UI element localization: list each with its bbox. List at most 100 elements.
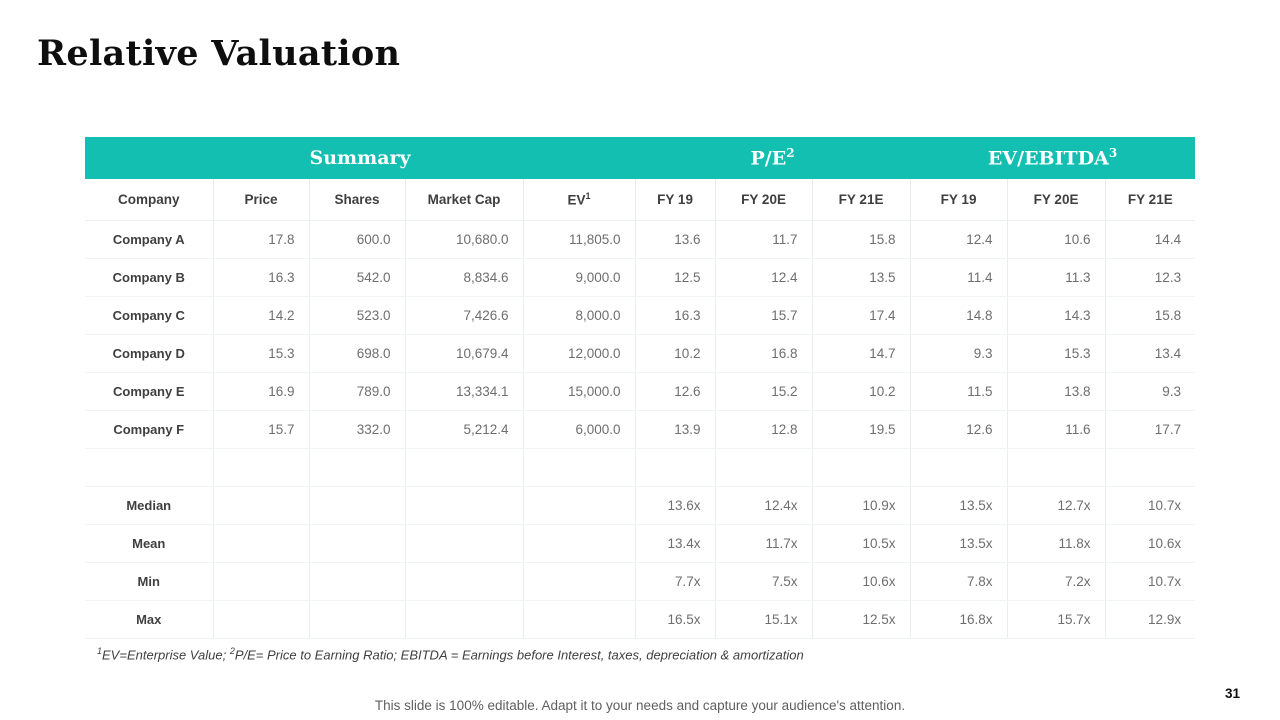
cell-value: 12.3 (1105, 258, 1196, 297)
cell-value: 7.7x (635, 562, 716, 601)
cell-value: 19.5 (812, 410, 911, 449)
cell-value (309, 486, 406, 525)
cell-value: 8,000.0 (523, 296, 636, 335)
cell-value (213, 448, 310, 487)
cell-value: 14.4 (1105, 220, 1196, 259)
cell-value: 13.6 (635, 220, 716, 259)
cell-value: 11.6 (1007, 410, 1106, 449)
column-header: FY 21E (812, 179, 911, 221)
table-group-header-row: Summary P/E2 EV/EBITDA3 (85, 137, 1196, 179)
cell-value (309, 562, 406, 601)
cell-value: 523.0 (309, 296, 406, 335)
cell-value: 17.7 (1105, 410, 1196, 449)
footnote-sup-1: 1 (97, 646, 103, 656)
footnote-sup-2: 2 (229, 646, 235, 656)
cell-value (405, 448, 524, 487)
cell-value: 11.3 (1007, 258, 1106, 297)
group-header: P/E2 (635, 137, 911, 179)
column-header: FY 20E (1007, 179, 1106, 221)
cell-value: 12,000.0 (523, 334, 636, 373)
row-label: Company A (85, 220, 214, 259)
cell-value: 12.5x (812, 600, 911, 639)
table-row: Mean 13.4x 11.7x 10.5x 13.5x 11.8x 10.6x (85, 524, 1196, 563)
cell-value: 14.7 (812, 334, 911, 373)
table-body: Company A 17.8 600.0 10,680.0 11,805.0 13.6 11… (85, 220, 1196, 639)
cell-value (309, 448, 406, 487)
cell-value: 13.4 (1105, 334, 1196, 373)
cell-value: 9.3 (910, 334, 1008, 373)
cell-value: 542.0 (309, 258, 406, 297)
cell-value: 16.5x (635, 600, 716, 639)
cell-value (523, 486, 636, 525)
row-label: Company C (85, 296, 214, 335)
cell-value: 12.6 (910, 410, 1008, 449)
cell-value: 789.0 (309, 372, 406, 411)
column-header: Market Cap (405, 179, 524, 221)
cell-value (523, 600, 636, 639)
row-label: Median (85, 486, 214, 525)
cell-value: 698.0 (309, 334, 406, 373)
table-row: Company D 15.3 698.0 10,679.4 12,000.0 10.2 16… (85, 334, 1196, 373)
cell-value (309, 524, 406, 563)
group-header: EV/EBITDA3 (910, 137, 1196, 179)
cell-value: 15.7 (715, 296, 813, 335)
cell-value: 16.8x (910, 600, 1008, 639)
cell-value: 8,834.6 (405, 258, 524, 297)
table-row: Company C 14.2 523.0 7,426.6 8,000.0 16.3 15.7… (85, 296, 1196, 335)
cell-value: 9.3 (1105, 372, 1196, 411)
cell-value: 11.4 (910, 258, 1008, 297)
column-header: Shares (309, 179, 406, 221)
table-row: Company F 15.7 332.0 5,212.4 6,000.0 13.9 12.8… (85, 410, 1196, 449)
row-label: Company D (85, 334, 214, 373)
cell-value: 9,000.0 (523, 258, 636, 297)
cell-value: 14.3 (1007, 296, 1106, 335)
cell-value: 7.8x (910, 562, 1008, 601)
cell-value: 15.2 (715, 372, 813, 411)
cell-value: 13.6x (635, 486, 716, 525)
cell-value: 12.7x (1007, 486, 1106, 525)
cell-value: 11.5 (910, 372, 1008, 411)
cell-value (1105, 448, 1196, 487)
cell-value: 7.2x (1007, 562, 1106, 601)
cell-value (715, 448, 813, 487)
cell-value (405, 562, 524, 601)
valuation-table: Summary P/E2 EV/EBITDA3 Company Price Shares… (85, 137, 1196, 639)
table-row: Max 16.5x 15.1x 12.5x 16.8x 15.7x 12.9x (85, 600, 1196, 639)
row-label (85, 448, 214, 487)
column-header: EV1 (523, 179, 636, 221)
column-header: FY 19 (910, 179, 1008, 221)
cell-value: 12.4x (715, 486, 813, 525)
cell-value (405, 486, 524, 525)
cell-value: 10.7x (1105, 486, 1196, 525)
table-column-header-row: Company Price Shares Market Cap EV1 FY 19 FY 2… (85, 179, 1196, 221)
cell-value: 10.6x (1105, 524, 1196, 563)
table-row (85, 448, 1196, 487)
row-label: Company E (85, 372, 214, 411)
cell-value: 14.2 (213, 296, 310, 335)
cell-value: 16.8 (715, 334, 813, 373)
cell-value: 13.9 (635, 410, 716, 449)
cell-value: 13.5x (910, 486, 1008, 525)
column-header: FY 20E (715, 179, 813, 221)
cell-value: 6,000.0 (523, 410, 636, 449)
table-row: Company A 17.8 600.0 10,680.0 11,805.0 13.6 11… (85, 220, 1196, 259)
cell-value (213, 600, 310, 639)
cell-value: 11,805.0 (523, 220, 636, 259)
cell-value: 15.7x (1007, 600, 1106, 639)
cell-value: 13,334.1 (405, 372, 524, 411)
column-header: FY 19 (635, 179, 716, 221)
cell-value: 12.5 (635, 258, 716, 297)
cell-value: 16.3 (635, 296, 716, 335)
table-row: Min 7.7x 7.5x 10.6x 7.8x 7.2x 10.7x (85, 562, 1196, 601)
footnote-text-2: P/E= Price to Earning Ratio; EBITDA = Ea… (234, 647, 804, 663)
cell-value (1007, 448, 1106, 487)
cell-value: 12.8 (715, 410, 813, 449)
footnote-text-1: EV=Enterprise Value; (102, 647, 230, 663)
column-header: Company (85, 179, 214, 221)
footer-note: This slide is 100% editable. Adapt it to… (374, 698, 906, 713)
cell-value (405, 524, 524, 563)
page-title: Relative Valuation (37, 33, 401, 74)
cell-value: 332.0 (309, 410, 406, 449)
cell-value: 12.4 (910, 220, 1008, 259)
table-row: Median 13.6x 12.4x 10.9x 13.5x 12.7x 10.7x (85, 486, 1196, 525)
